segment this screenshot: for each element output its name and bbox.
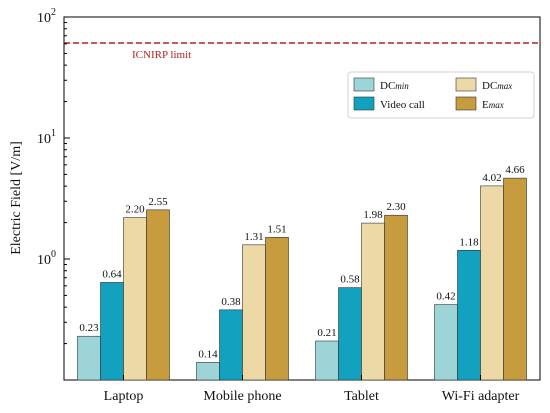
bar-value-label: 1.98 bbox=[363, 209, 383, 221]
bar-value-label: 0.21 bbox=[317, 327, 336, 339]
bar bbox=[315, 340, 339, 381]
legend-swatch bbox=[455, 96, 477, 111]
legend-label: Video call bbox=[380, 99, 425, 111]
bars-group bbox=[77, 177, 527, 381]
legend: DCmin Video call DCmax Emax bbox=[347, 71, 535, 119]
x-category-label: Tablet bbox=[344, 389, 379, 404]
bar-value-label: 0.38 bbox=[221, 296, 241, 308]
bar-value-label: 0.42 bbox=[436, 291, 455, 303]
bar bbox=[338, 287, 362, 381]
x-category-label: Laptop bbox=[104, 389, 144, 404]
legend-label: Emax bbox=[482, 99, 504, 111]
y-tick-label: 101 bbox=[37, 128, 56, 147]
bar bbox=[434, 304, 458, 381]
y-tick-label: 102 bbox=[37, 7, 56, 26]
bar-value-label: 2.30 bbox=[386, 201, 406, 213]
y-tick-label: 100 bbox=[37, 249, 56, 268]
bar-value-label: 2.20 bbox=[125, 204, 145, 216]
bar bbox=[457, 250, 481, 381]
bar bbox=[384, 214, 408, 381]
bar-value-label: 0.23 bbox=[79, 322, 99, 334]
bar bbox=[503, 177, 527, 381]
bar bbox=[123, 217, 147, 381]
bar bbox=[265, 237, 289, 381]
bar-value-label: 1.18 bbox=[459, 236, 479, 248]
bar bbox=[361, 222, 385, 381]
reference-line-group: ICNIRP limit bbox=[64, 42, 540, 61]
x-category-label: Wi-Fi adapter bbox=[442, 389, 520, 404]
x-category-label: Mobile phone bbox=[203, 389, 281, 404]
plot-border bbox=[63, 16, 541, 381]
legend-swatch bbox=[455, 77, 477, 92]
bar bbox=[77, 335, 101, 381]
legend-box bbox=[347, 71, 535, 119]
plot-frame bbox=[63, 16, 541, 381]
y-axis: 100 101 102 bbox=[37, 7, 70, 381]
bar-value-label: 4.66 bbox=[505, 164, 525, 176]
bar-value-label: 1.51 bbox=[267, 223, 286, 235]
bar-value-label: 4.02 bbox=[482, 172, 501, 184]
legend-label: DCmax bbox=[482, 80, 512, 92]
y-axis-title: Electric Field [V/m] bbox=[9, 141, 24, 255]
data-labels-group: 0.23 0.64 2.202.55 0.14 0.38 1.31 1.51 0.21 0.58… bbox=[79, 164, 525, 360]
bar-value-label: 2.55 bbox=[148, 196, 168, 208]
bar-value-label: 0.14 bbox=[198, 348, 218, 360]
bar-value-label: 0.64 bbox=[102, 268, 122, 280]
bar bbox=[219, 309, 243, 381]
x-axis: Laptop Mobile phone Tablet Wi-Fi adapter bbox=[104, 375, 520, 404]
bar bbox=[196, 362, 220, 381]
bar-value-label: 1.31 bbox=[244, 231, 263, 243]
bar bbox=[480, 185, 504, 381]
bar bbox=[242, 244, 266, 381]
icnirp-limit-label: ICNIRP limit bbox=[132, 49, 191, 61]
bar-value-label: 0.58 bbox=[340, 274, 360, 286]
legend-swatch bbox=[353, 77, 375, 92]
legend-swatch bbox=[353, 96, 375, 111]
bar bbox=[146, 209, 170, 381]
legend-label: DCmin bbox=[380, 80, 409, 92]
bar bbox=[100, 282, 124, 381]
